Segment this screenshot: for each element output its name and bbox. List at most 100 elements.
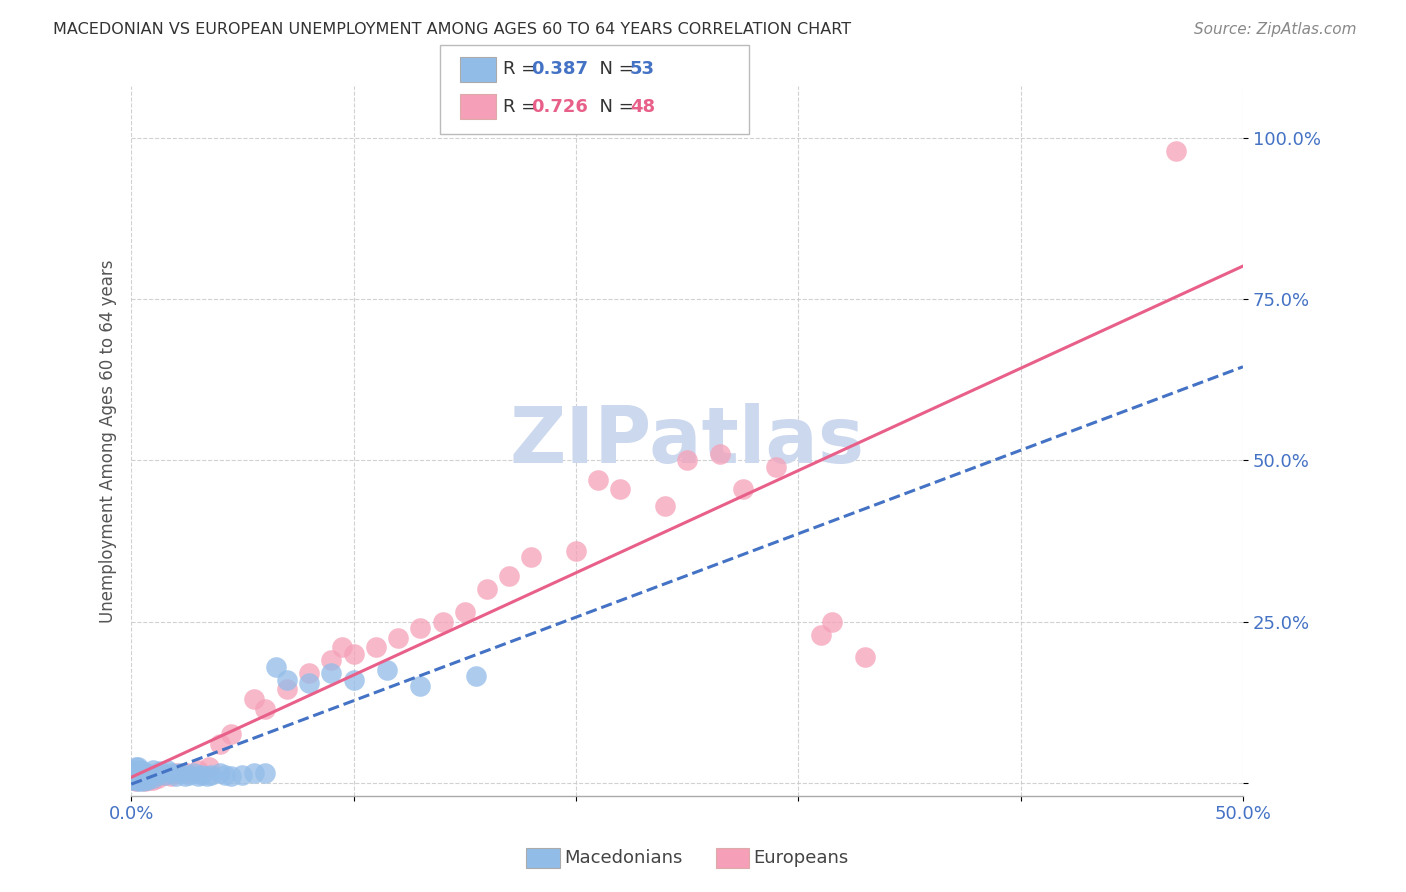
Point xyxy=(135,766,157,780)
Point xyxy=(183,766,205,780)
Point xyxy=(375,663,398,677)
Text: Source: ZipAtlas.com: Source: ZipAtlas.com xyxy=(1194,22,1357,37)
Point xyxy=(169,766,191,780)
Point xyxy=(127,769,149,783)
Point xyxy=(654,499,676,513)
Point xyxy=(131,773,153,788)
Point xyxy=(731,483,754,497)
Point xyxy=(127,764,149,779)
Text: 53: 53 xyxy=(630,60,655,78)
Point xyxy=(129,763,152,777)
Point xyxy=(609,483,631,497)
Point xyxy=(676,453,699,467)
Point xyxy=(134,772,156,787)
Point xyxy=(153,768,176,782)
Point xyxy=(125,773,148,788)
Point xyxy=(125,760,148,774)
Point xyxy=(409,679,432,693)
Point xyxy=(127,772,149,787)
Y-axis label: Unemployment Among Ages 60 to 64 years: Unemployment Among Ages 60 to 64 years xyxy=(100,260,117,623)
Text: ZIPatlas: ZIPatlas xyxy=(509,403,865,479)
Point xyxy=(1166,144,1188,158)
Point xyxy=(221,769,243,783)
Point xyxy=(191,768,214,782)
Point xyxy=(298,666,321,681)
Text: 0.726: 0.726 xyxy=(531,98,588,116)
Point xyxy=(475,582,498,597)
Point xyxy=(135,771,157,785)
Point xyxy=(129,771,152,785)
Point xyxy=(321,666,343,681)
Point xyxy=(165,766,187,780)
Point xyxy=(209,766,232,780)
Point xyxy=(173,769,195,783)
Point xyxy=(364,640,387,655)
Point xyxy=(231,768,253,782)
Text: R =: R = xyxy=(503,98,543,116)
Point xyxy=(142,772,165,787)
Point xyxy=(135,772,157,787)
Point xyxy=(125,772,148,787)
Point xyxy=(129,768,152,782)
Point xyxy=(520,550,543,565)
Point xyxy=(321,653,343,667)
Point xyxy=(177,768,200,782)
Point xyxy=(820,615,842,629)
Point xyxy=(432,615,454,629)
Text: 48: 48 xyxy=(630,98,655,116)
Point xyxy=(142,763,165,777)
Point xyxy=(127,760,149,774)
Point xyxy=(141,768,163,782)
Point xyxy=(129,772,152,787)
Point xyxy=(131,764,153,779)
Point xyxy=(200,768,222,782)
Point xyxy=(342,673,364,687)
Point xyxy=(276,673,298,687)
Point xyxy=(122,763,145,777)
Point xyxy=(149,764,172,779)
Point xyxy=(253,766,276,780)
Point xyxy=(134,773,156,788)
Point xyxy=(153,768,176,782)
Point xyxy=(125,766,148,780)
Point xyxy=(342,647,364,661)
Point xyxy=(146,768,169,782)
Point xyxy=(498,569,520,583)
Point xyxy=(138,772,160,787)
Point xyxy=(131,768,153,782)
Point xyxy=(176,766,198,780)
Point xyxy=(160,769,183,783)
Point xyxy=(586,473,609,487)
Point xyxy=(121,772,143,787)
Point xyxy=(134,766,156,780)
Point xyxy=(709,447,731,461)
Point xyxy=(332,640,354,655)
Point xyxy=(146,771,169,785)
Point xyxy=(253,702,276,716)
Point xyxy=(131,772,153,787)
Text: N =: N = xyxy=(588,98,640,116)
Point xyxy=(464,669,486,683)
Point xyxy=(565,543,588,558)
Point xyxy=(454,605,477,619)
Point xyxy=(187,769,209,783)
Text: N =: N = xyxy=(588,60,640,78)
Point xyxy=(138,768,160,782)
Point xyxy=(853,650,876,665)
Point xyxy=(165,769,187,783)
Point xyxy=(124,771,146,785)
Point xyxy=(187,763,209,777)
Point xyxy=(765,459,787,474)
Text: MACEDONIAN VS EUROPEAN UNEMPLOYMENT AMONG AGES 60 TO 64 YEARS CORRELATION CHART: MACEDONIAN VS EUROPEAN UNEMPLOYMENT AMON… xyxy=(53,22,852,37)
Text: R =: R = xyxy=(503,60,543,78)
Point xyxy=(298,676,321,690)
Text: Macedonians: Macedonians xyxy=(564,849,682,867)
Point xyxy=(242,766,264,780)
Point xyxy=(122,772,145,787)
Point xyxy=(142,769,165,783)
Point xyxy=(138,769,160,783)
Point xyxy=(810,627,832,641)
Text: Europeans: Europeans xyxy=(754,849,849,867)
Point xyxy=(127,773,149,788)
Point xyxy=(221,727,243,741)
